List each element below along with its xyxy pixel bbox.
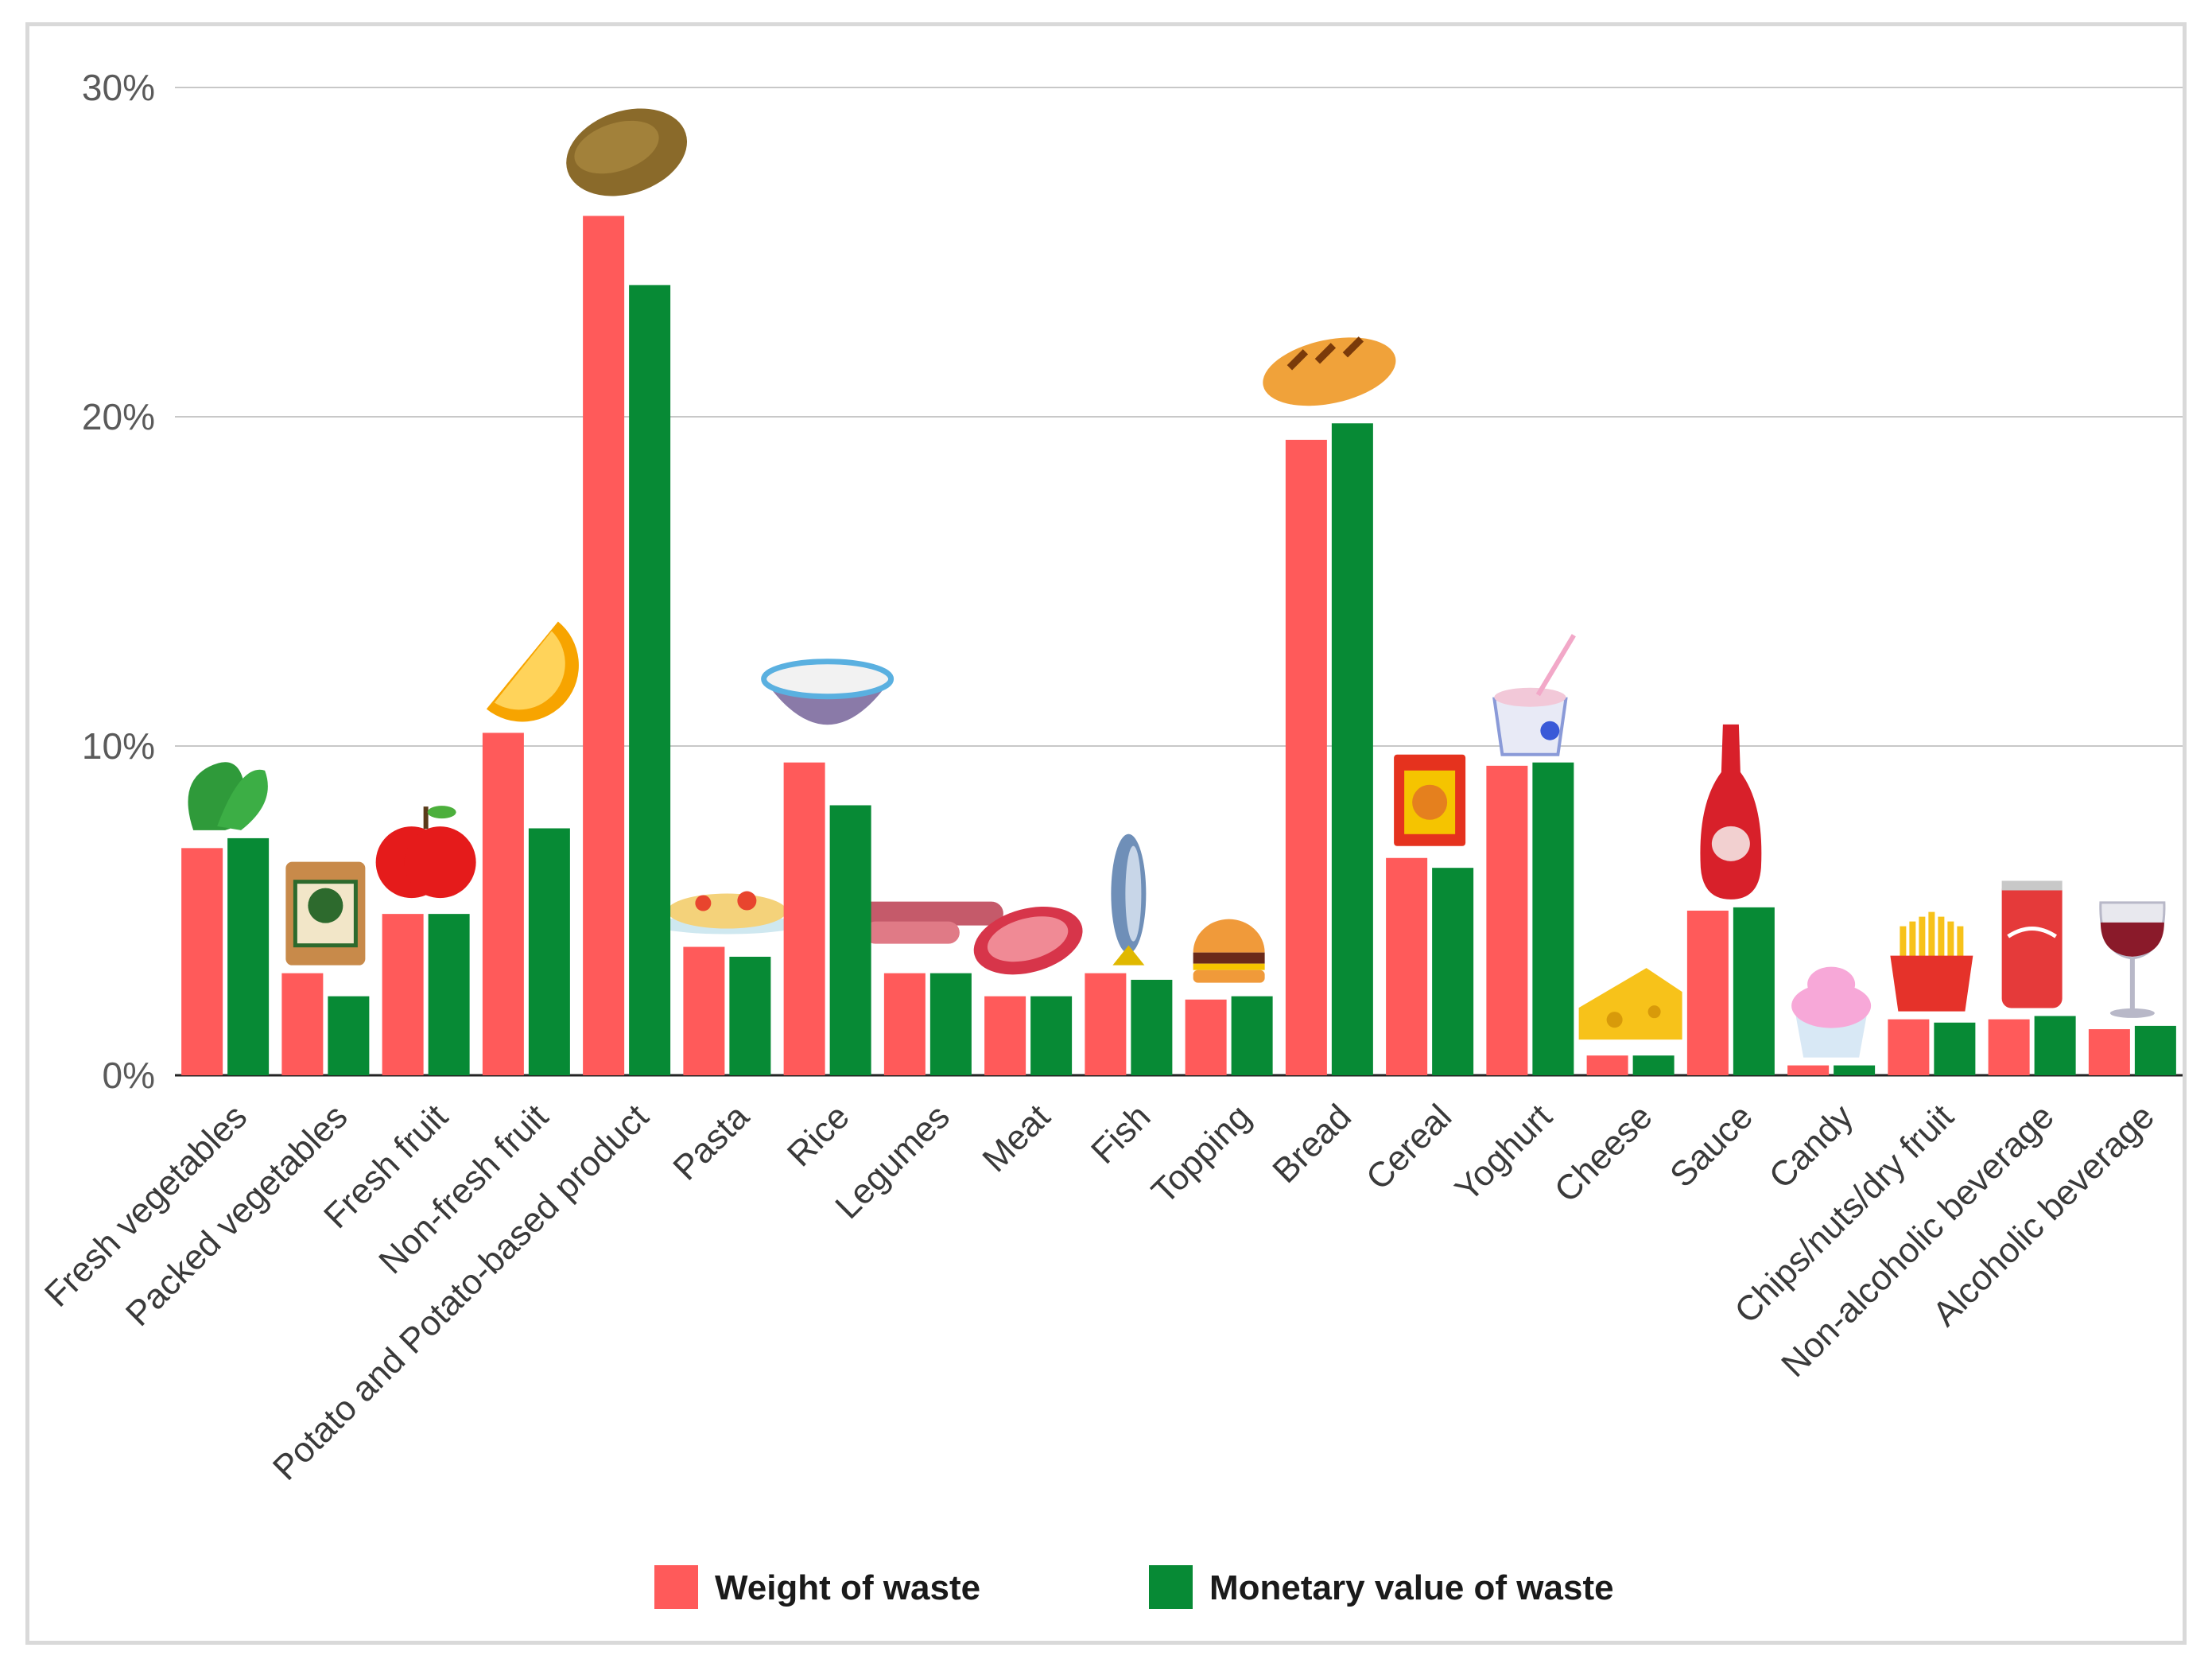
soda-can-icon [2001,880,2063,1008]
weight-bar-20 [2088,1029,2130,1075]
steak-icon [973,906,1083,975]
weight-bar-5 [583,216,625,1076]
rice-bowl-icon [761,659,895,725]
value-bar-8 [929,973,972,1075]
orange-slice-icon [486,621,579,722]
value-bar-10 [1131,979,1173,1075]
value-bar-12 [1331,423,1373,1075]
y-tick-label: 20% [82,396,155,437]
category-label: Sauce [1663,1097,1760,1195]
value-bar-5 [629,285,671,1075]
category-label: Candy [1762,1097,1861,1196]
pasta-plate-icon [655,891,799,935]
weight-bar-6 [683,946,725,1075]
cheese-icon [1578,968,1682,1040]
apple-icon [375,806,476,899]
weight-bar-9 [984,996,1026,1075]
weight-bar-13 [1386,857,1428,1075]
weight-bar-3 [382,914,424,1075]
ketchup-bottle-icon [1700,724,1762,900]
weight-bar-4 [482,732,524,1075]
weight-bar-18 [1888,1019,1930,1075]
category-label: Rice [780,1097,857,1174]
value-bar-7 [829,805,871,1075]
legend-swatch [1149,1565,1193,1609]
value-bar-1 [227,837,270,1075]
value-bar-14 [1532,762,1574,1075]
y-tick-label: 0% [103,1055,155,1096]
sausages-icon [852,901,1003,944]
bread-loaf-icon [1263,336,1396,406]
value-bar-16 [1733,907,1775,1075]
y-tick-label: 30% [82,67,155,108]
grid-layer: 0% 10% 20% 30% [82,67,2183,1096]
icon-layer [188,108,2166,1058]
weight-bar-11 [1185,999,1227,1075]
weight-bar-8 [883,973,926,1075]
weight-bar-2 [281,973,324,1075]
weight-bar-1 [181,848,223,1075]
chart-frame: 0% 10% 20% 30% Fresh vegetables Packed veget… [25,22,2187,1645]
value-bar-13 [1432,868,1474,1075]
value-bar-2 [328,996,370,1075]
y-tick-label: 10% [82,725,155,767]
category-label: Topping [1144,1097,1259,1211]
weight-bar-14 [1486,765,1528,1075]
value-bar-20 [2134,1025,2176,1075]
weight-bar-16 [1686,911,1729,1075]
legend-label: Monetary value of waste [1209,1568,1614,1607]
legend-swatch [654,1565,698,1609]
value-bar-19 [2034,1016,2076,1075]
weight-bar-12 [1285,439,1327,1075]
category-label: Cheese [1547,1097,1660,1210]
legend-label: Weight of waste [715,1568,980,1607]
packed-vegetables-icon [285,861,366,966]
fish-icon [1111,834,1147,966]
category-label: Meat [975,1097,1057,1179]
cupcake-icon [1791,966,1872,1058]
category-label: Bread [1265,1097,1359,1191]
value-bar-3 [428,914,470,1075]
value-bar-11 [1231,996,1273,1075]
value-bar-9 [1030,996,1073,1075]
category-label: Cereal [1359,1097,1459,1197]
yoghurt-cup-icon [1492,634,1576,756]
lettuce-icon [188,762,268,830]
legend: Weight of waste Monetary value of waste [654,1565,1614,1609]
value-bar-17 [1834,1065,1876,1075]
value-bar-4 [528,828,570,1075]
cereal-box-icon [1394,754,1466,846]
weight-bar-7 [783,762,825,1075]
weight-bar-10 [1085,973,1127,1075]
category-label: Potato and Potato-based product [266,1097,656,1487]
wine-glass-icon [2099,901,2166,1018]
category-label: Fish [1084,1097,1158,1171]
category-label: Yoghurt [1448,1097,1560,1209]
fries-icon [1890,911,1973,1012]
weight-bar-15 [1586,1055,1628,1075]
weight-bar-17 [1787,1065,1830,1075]
value-bar-6 [729,956,771,1075]
bar-layer [181,216,2176,1076]
weight-bar-19 [1988,1019,2030,1075]
value-bar-18 [1934,1022,1976,1075]
category-label: Pasta [666,1097,757,1188]
burger-icon [1193,919,1265,983]
potato-icon [566,108,688,196]
value-bar-15 [1632,1055,1675,1075]
